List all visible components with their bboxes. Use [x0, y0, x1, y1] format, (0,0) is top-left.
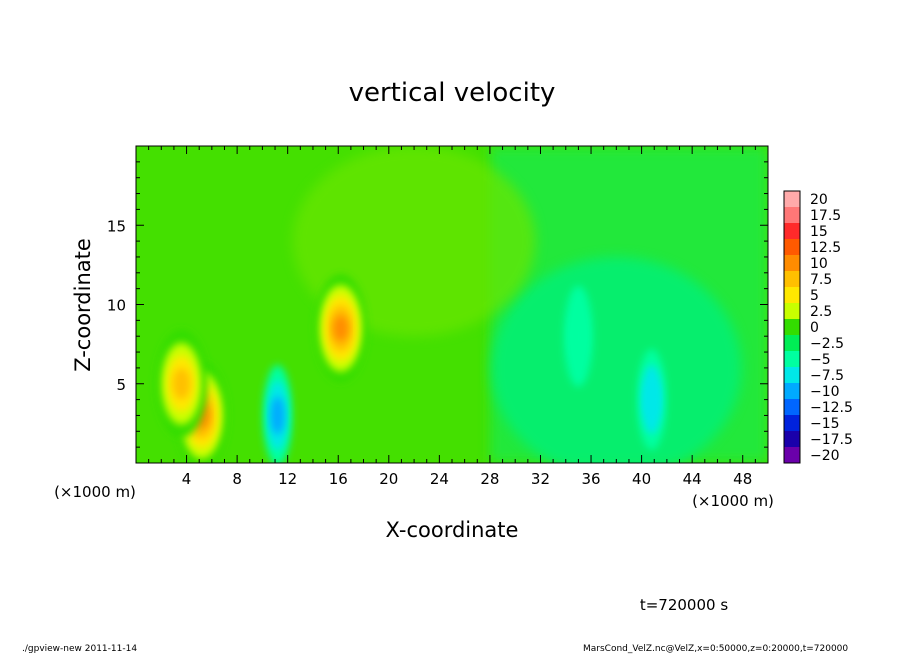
- colorbar-swatch: [784, 415, 800, 432]
- colorbar-swatch: [784, 447, 800, 464]
- footer-left: ./gpview-new 2011-11-14: [22, 644, 137, 654]
- field-cool-lobe: [491, 256, 742, 463]
- colorbar-swatch: [784, 303, 800, 320]
- colorbar-label: 10: [810, 256, 828, 272]
- colorbar-label: 17.5: [810, 208, 841, 224]
- colorbar: 2017.51512.5107.552.50−2.5−5−7.5−10−12.5…: [783, 190, 853, 464]
- colorbar-swatch: [784, 383, 800, 400]
- y-axis: 5 10 15: [107, 161, 768, 448]
- y-tick-label: 5: [116, 376, 126, 394]
- colorbar-swatch: [784, 335, 800, 352]
- field-min-3-level-2: [270, 396, 285, 435]
- time-label: t=720000 s: [640, 596, 728, 614]
- colorbar-label: 5: [810, 288, 819, 304]
- colorbar-label: −7.5: [810, 368, 844, 384]
- colorbar-label: −12.5: [810, 400, 853, 416]
- colorbar-swatch: [784, 191, 800, 208]
- colorbar-label: 20: [810, 192, 828, 208]
- x-tick-label: 32: [531, 470, 550, 488]
- colorbar-label: −10: [810, 384, 840, 400]
- field-max-1-level-3: [172, 368, 191, 400]
- colorbar-label: −5: [810, 352, 831, 368]
- x-tick-label: 44: [683, 470, 702, 488]
- x-tick-label: 48: [733, 470, 752, 488]
- colorbar-label: 15: [810, 224, 828, 240]
- colorbar-swatch: [784, 239, 800, 256]
- x-tick-label: 12: [278, 470, 297, 488]
- field-min-5-level-1: [569, 309, 588, 363]
- colorbar-frame: [783, 190, 801, 464]
- x-axis: 4 8 12 16 20 24 28 32 36 40 44 48: [148, 146, 756, 488]
- colorbar-swatch: [784, 271, 800, 288]
- x-tick-label: 20: [379, 470, 398, 488]
- colorbar-swatch: [784, 431, 800, 448]
- footer-right: MarsCond_VelZ.nc@VelZ,x=0:50000,z=0:2000…: [583, 644, 848, 654]
- x-tick-label: 36: [581, 470, 600, 488]
- x-axis-label: X-coordinate: [386, 518, 519, 542]
- field-max-2-level-4: [333, 315, 349, 342]
- colorbar-label: 12.5: [810, 240, 841, 256]
- colorbar-swatch: [784, 207, 800, 224]
- colorbar-swatch: [784, 367, 800, 384]
- colorbar-swatch: [784, 287, 800, 304]
- x-tick-label: 4: [182, 470, 192, 488]
- colorbar-swatch: [784, 399, 800, 416]
- x-tick-label: 24: [430, 470, 449, 488]
- y-axis-label: Z-coordinate: [71, 238, 95, 372]
- colorbar-label: 0: [810, 320, 819, 336]
- x-tick-label: 40: [632, 470, 651, 488]
- x-tick-label: 8: [232, 470, 242, 488]
- colorbar-label: 7.5: [810, 272, 832, 288]
- x-unit-note-left: (×1000 m): [54, 483, 136, 501]
- y-tick-label: 15: [107, 217, 126, 235]
- colorbar-label: −2.5: [810, 336, 844, 352]
- colorbar-label: −15: [810, 416, 840, 432]
- colorbar-label: 2.5: [810, 304, 832, 320]
- colorbar-label: −20: [810, 448, 840, 464]
- colorbar-swatch: [784, 319, 800, 336]
- x-tick-label: 28: [480, 470, 499, 488]
- heatmap-field: [136, 146, 768, 463]
- x-tick-label: 16: [329, 470, 348, 488]
- colorbar-swatch: [784, 223, 800, 240]
- x-unit-note-right: (×1000 m): [692, 492, 774, 510]
- chart-title: vertical velocity: [349, 78, 556, 108]
- y-tick-label: 10: [107, 297, 126, 315]
- colorbar-label: −17.5: [810, 432, 853, 448]
- field-min-4-level-2: [644, 380, 659, 419]
- colorbar-swatch: [784, 351, 800, 368]
- colorbar-swatch: [784, 255, 800, 272]
